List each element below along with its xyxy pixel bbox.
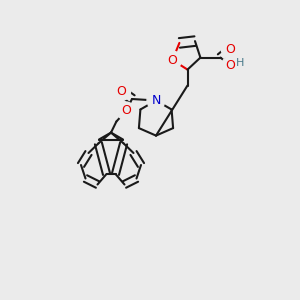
Text: O: O — [121, 104, 131, 118]
Circle shape — [234, 57, 246, 69]
Circle shape — [221, 57, 239, 75]
Text: O: O — [226, 59, 235, 72]
Circle shape — [164, 51, 181, 69]
Text: O: O — [117, 85, 126, 98]
Text: O: O — [226, 43, 235, 56]
Circle shape — [147, 92, 165, 110]
Circle shape — [117, 102, 135, 120]
Circle shape — [221, 40, 239, 58]
Text: O: O — [168, 53, 177, 67]
Circle shape — [112, 82, 130, 100]
Text: N: N — [151, 94, 161, 107]
Text: H: H — [236, 58, 244, 68]
